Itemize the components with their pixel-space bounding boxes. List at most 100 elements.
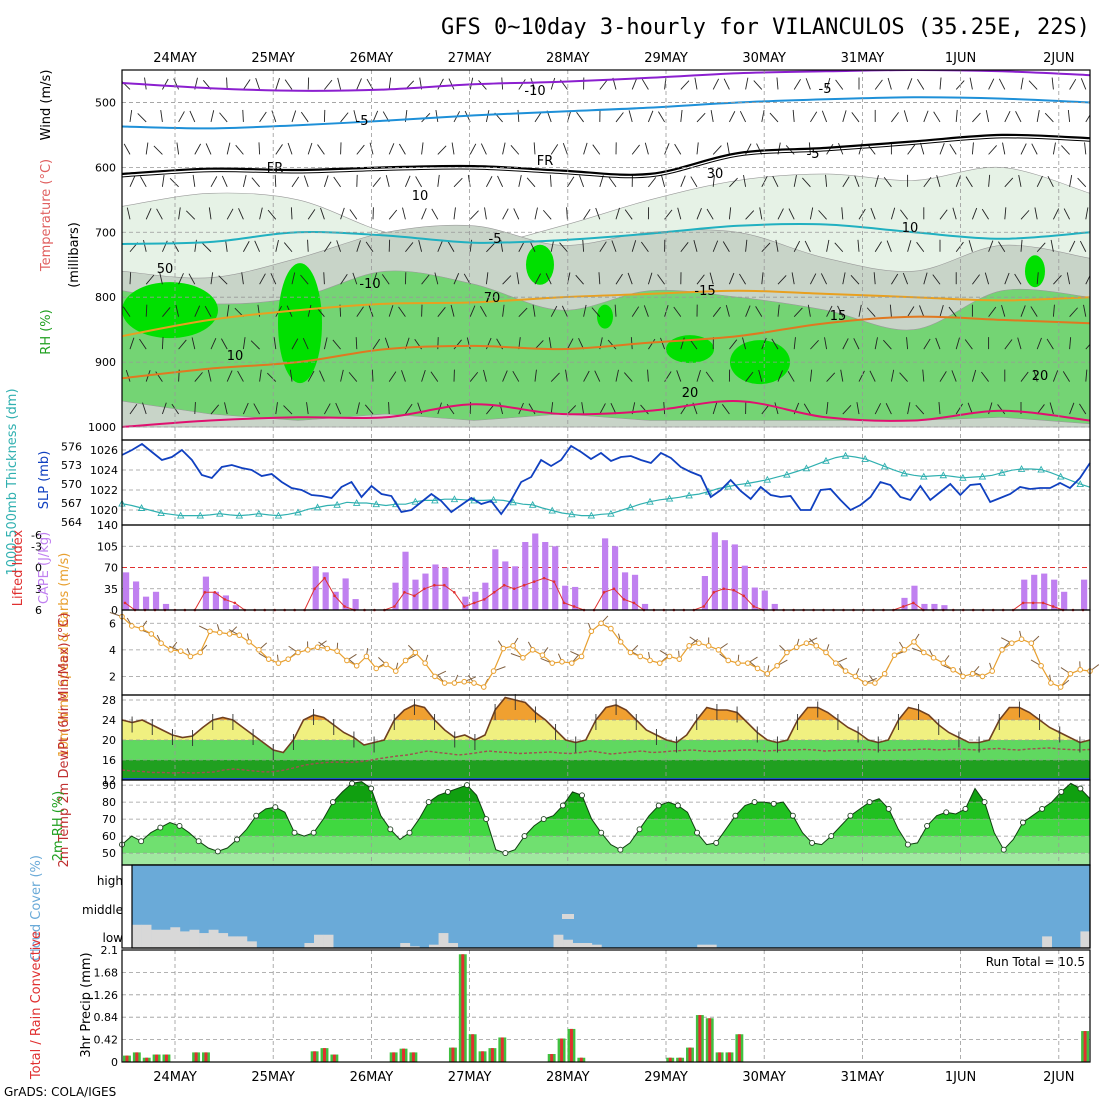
wind-barb [139,338,147,350]
wind-barb [335,402,342,415]
rh2m-point [828,833,835,840]
thickness-point [646,497,654,505]
wind-barb [850,274,860,285]
bottom-date-label: 26MAY [350,1070,394,1085]
wind-barb [592,144,601,155]
cape-bar [422,573,429,610]
wind-tick-label: 4 [109,644,116,657]
wind-barb [728,111,736,123]
temperature-label: Temperature (°C) [39,159,54,272]
wind-barb [628,110,633,123]
wind-barb [352,272,358,285]
wind-barb [818,210,827,220]
wind-barb [306,402,309,415]
wind-barb [549,174,552,187]
thickness-tick-label: 567 [61,497,82,510]
li-point [123,601,127,605]
wind-barb [745,371,754,382]
wind-barb [1020,143,1027,155]
wind-speed-point [588,628,595,635]
wind-ylabel: 10m Wind Speed & Barbs (m/s) [57,553,72,758]
wind-barb [291,338,299,350]
wind-barb [372,338,381,350]
wind-barb [323,175,329,187]
thickness-tick-label: 573 [61,459,82,472]
rh2m-point [521,833,528,840]
rh2m-point [943,809,950,816]
wind-barb [866,307,876,317]
rh2m-point [694,829,700,836]
contour-label: 70 [484,291,501,306]
slp-tick-label: 1022 [90,484,118,497]
wind-barb [533,142,536,155]
wind-speed-point [1008,640,1015,647]
wind-barb [933,111,941,123]
wind-barb [591,307,601,317]
wind-barb [998,78,1006,90]
wind-barb [1020,371,1029,382]
precip-convective-bar [481,1051,485,1062]
wind-barb [981,208,989,220]
cape-bar [711,532,718,610]
thickness-point [333,500,341,508]
wind-barb [513,208,520,220]
wind-barb [644,142,649,155]
rh2m-point [885,805,892,812]
wind-barb [486,176,493,188]
wind-barb [218,275,228,285]
li-point [532,580,536,583]
wind-barb [259,273,266,285]
wind-barb [922,369,925,382]
wind-barb [1067,109,1071,122]
wind-barb [545,273,552,285]
wind-speed-point [930,655,937,661]
wind-barb [952,207,957,220]
wind-speed-point [177,648,184,654]
wind-barb [242,175,247,187]
wind-barb [137,113,147,123]
wind-barb [430,371,439,382]
wind-barb [251,177,260,188]
li-point [1031,601,1035,605]
precip-convective-bar [569,1028,573,1062]
wind-barb [242,337,246,350]
rh2m-point [349,780,355,787]
li-point [742,594,746,598]
slp-ylabel: 1000-500mb Thickness (dm) SLP (mb) [5,388,52,575]
li-tick-label: -6 [31,529,42,542]
wind-speed-point [999,647,1005,653]
wind-barb [175,304,180,317]
wind-barb [145,208,152,220]
wind-speed-point [549,660,556,666]
wind-barb [534,369,537,382]
isotherm [122,133,1090,176]
wind-barb [583,304,587,317]
wind-barb [581,402,585,415]
wind-barb [777,304,780,317]
wind-speed-point [334,648,340,654]
wind-barb [807,304,811,317]
wind-barb [834,242,844,253]
wind-barb [869,370,876,382]
cape-bar [771,603,778,610]
wind-barb [972,112,981,123]
precip-convective-bar [698,1015,702,1062]
wind-barb [353,110,358,123]
li-point [203,590,207,594]
wind-barb [431,208,439,220]
wind-barb [139,176,147,188]
cape-bar [761,590,768,610]
cloud-ylabel: Cloud Cover (%) [29,855,44,961]
wind-barb [985,110,990,123]
wind-barb [542,209,552,220]
cloud-low-bar [179,931,190,948]
pressure-tick-label: 1000 [88,421,116,434]
wind-barb [793,307,803,317]
top-date-axis: 24MAY 25MAY 26MAY 27MAY 28MAY 29MAY 30MAY 31MAY… [153,51,1074,66]
bottom-date-label: 1JUN [945,1070,976,1085]
precip-convective-bar [145,1057,149,1062]
wind-barb [793,337,796,350]
wind-barb [317,144,325,155]
wind-speed-point [451,680,458,686]
wind-barb [210,404,220,415]
